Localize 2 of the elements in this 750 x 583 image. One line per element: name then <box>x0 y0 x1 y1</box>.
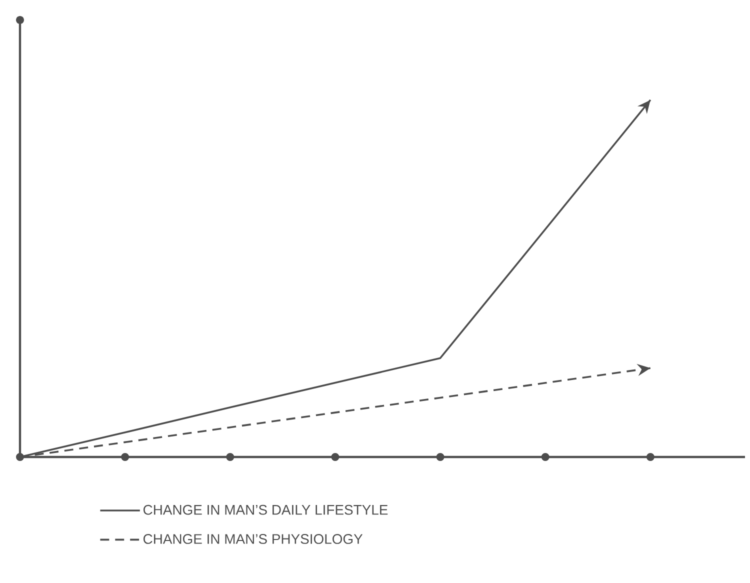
legend-label: CHANGE IN MAN’S DAILY LIFESTYLE <box>143 504 388 515</box>
legend-label: CHANGE IN MAN’S PHYSIOLOGY <box>143 534 363 544</box>
